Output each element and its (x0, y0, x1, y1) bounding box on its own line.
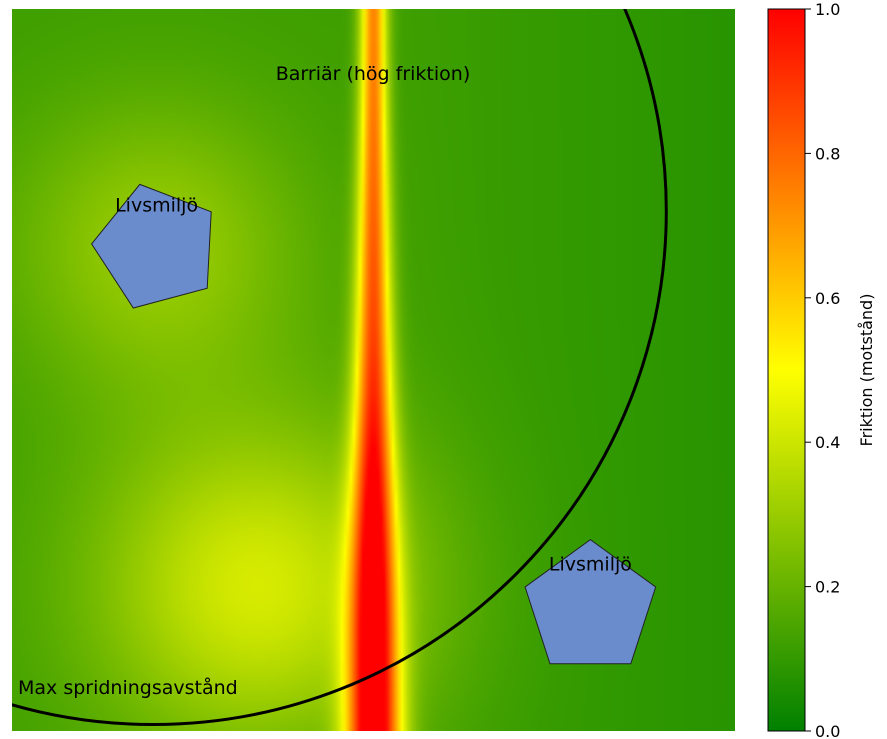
max-dispersal-circle (12, 9, 668, 726)
colorbar-frame (767, 8, 806, 732)
habitat-label-2: Livsmiljö (549, 554, 632, 576)
max-distance-annotation: Max spridningsavstånd (18, 676, 238, 699)
habitat-label-1: Livsmiljö (115, 195, 198, 217)
colorbar-tick-label: 0.2 (815, 578, 840, 597)
colorbar-tick-label: 0.4 (815, 433, 840, 452)
colorbar-tick-label: 0.6 (815, 289, 840, 308)
colorbar-tick-label: 0.0 (815, 722, 840, 739)
colorbar-gradient (768, 9, 805, 731)
colorbar-tick-label: 0.8 (815, 144, 840, 163)
habitat-layer: Livsmiljö Livsmiljö (90, 183, 657, 665)
habitat-polygon-1 (90, 183, 212, 309)
plot-area: Livsmiljö Livsmiljö Barriär (hög friktion… (12, 9, 735, 731)
dispersal-circle-layer (12, 9, 668, 726)
habitat-polygon-2 (524, 538, 657, 665)
barrier-annotation: Barriär (hög friktion) (276, 63, 471, 85)
colorbar: 0.0 0.2 0.4 0.6 0.8 1.0 Friktion (motstånd) (767, 0, 876, 739)
colorbar-label: Friktion (motstånd) (857, 294, 876, 447)
colorbar-tick-label: 1.0 (815, 0, 840, 19)
colorbar-ticks: 0.0 0.2 0.4 0.6 0.8 1.0 (805, 0, 840, 739)
